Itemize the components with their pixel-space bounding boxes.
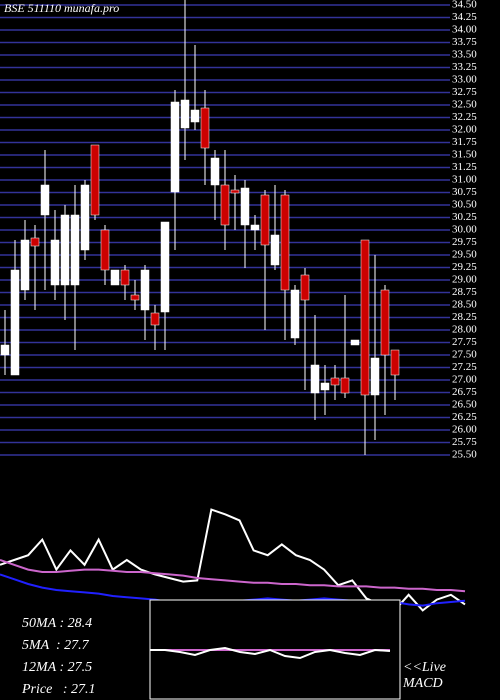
y-tick-label: 25.75 xyxy=(452,436,477,448)
ma-annotation: Price : 27.1 xyxy=(21,682,95,697)
candle-body xyxy=(180,99,190,129)
y-tick-label: 27.50 xyxy=(452,349,477,361)
y-tick-label: 33.50 xyxy=(452,49,477,61)
y-tick-label: 30.50 xyxy=(452,199,477,211)
candle-body xyxy=(330,377,340,386)
candle-body xyxy=(340,377,350,394)
y-tick-label: 33.75 xyxy=(452,36,477,48)
y-tick-label: 27.25 xyxy=(452,361,477,373)
candle-body xyxy=(140,269,150,311)
y-tick-label: 31.00 xyxy=(452,174,477,186)
chart-title: BSE 511110 munafa.pro xyxy=(4,1,119,15)
y-tick-label: 34.50 xyxy=(452,0,477,11)
candle-body xyxy=(380,289,390,356)
candle-body xyxy=(260,194,270,246)
y-tick-label: 26.25 xyxy=(452,411,477,423)
y-tick-label: 26.50 xyxy=(452,399,477,411)
candle-body xyxy=(200,107,210,149)
candle-body xyxy=(120,269,130,286)
y-tick-label: 32.25 xyxy=(452,111,477,123)
candle-body xyxy=(210,157,220,186)
candle-body xyxy=(40,184,50,216)
candle-body xyxy=(160,221,170,313)
candle-body xyxy=(20,239,30,291)
y-tick-label: 32.50 xyxy=(452,99,477,111)
candle-body xyxy=(370,357,380,396)
candle-body xyxy=(100,229,110,271)
candle-body xyxy=(270,234,280,266)
y-tick-label: 31.75 xyxy=(452,136,477,148)
y-tick-label: 34.00 xyxy=(452,24,477,36)
candle-body xyxy=(190,109,200,123)
candle-body xyxy=(250,224,260,231)
y-tick-label: 30.75 xyxy=(452,186,477,198)
ma-annotation: 50MA : 28.4 xyxy=(22,616,92,631)
candle-body xyxy=(70,214,80,286)
candle-body xyxy=(300,274,310,301)
candle-body xyxy=(150,312,160,326)
candle-body xyxy=(390,349,400,376)
candle-body xyxy=(320,382,330,391)
candle-body xyxy=(280,194,290,291)
candle-body xyxy=(0,344,10,356)
y-tick-label: 26.00 xyxy=(452,424,477,436)
indicator-line xyxy=(0,508,466,612)
y-tick-label: 30.25 xyxy=(452,211,477,223)
candle-body xyxy=(90,144,100,216)
y-tick-label: 28.25 xyxy=(452,311,477,323)
candle-body xyxy=(240,187,250,226)
candle-body xyxy=(110,269,120,286)
candle-body xyxy=(350,339,360,346)
y-tick-label: 33.00 xyxy=(452,74,477,86)
y-tick-label: 31.25 xyxy=(452,161,477,173)
y-tick-label: 31.50 xyxy=(452,149,477,161)
candle-body xyxy=(170,101,180,193)
y-tick-label: 26.75 xyxy=(452,386,477,398)
y-tick-label: 25.50 xyxy=(452,449,477,461)
candle-body xyxy=(360,239,370,396)
y-tick-label: 30.00 xyxy=(452,224,477,236)
ma-annotation: 12MA : 27.5 xyxy=(22,660,92,675)
y-tick-label: 28.50 xyxy=(452,299,477,311)
y-tick-label: 27.00 xyxy=(452,374,477,386)
candle-body xyxy=(290,289,300,339)
candle-body xyxy=(80,184,90,251)
candle-body xyxy=(50,239,60,286)
y-tick-label: 33.25 xyxy=(452,61,477,73)
y-tick-label: 32.75 xyxy=(452,86,477,98)
candle-body xyxy=(220,184,230,226)
candle-body xyxy=(130,294,140,301)
macd-annotation: MACD xyxy=(402,676,443,691)
y-tick-label: 29.50 xyxy=(452,249,477,261)
ma-annotation: 5MA : 27.7 xyxy=(22,638,90,653)
macd-annotation: <<Live xyxy=(403,660,446,675)
y-tick-label: 28.00 xyxy=(452,324,477,336)
candle-body xyxy=(10,269,20,376)
y-tick-label: 32.00 xyxy=(452,124,477,136)
y-tick-label: 29.75 xyxy=(452,236,477,248)
y-tick-label: 27.75 xyxy=(452,336,477,348)
candle-body xyxy=(230,189,240,194)
indicator-line xyxy=(0,559,466,593)
candle-body xyxy=(60,214,70,286)
indicator-line xyxy=(150,646,391,660)
y-tick-label: 29.00 xyxy=(452,274,477,286)
y-tick-label: 28.75 xyxy=(452,286,477,298)
candle-body xyxy=(310,364,320,394)
y-tick-label: 29.25 xyxy=(452,261,477,273)
y-tick-label: 34.25 xyxy=(452,11,477,23)
candle-body xyxy=(30,237,40,247)
